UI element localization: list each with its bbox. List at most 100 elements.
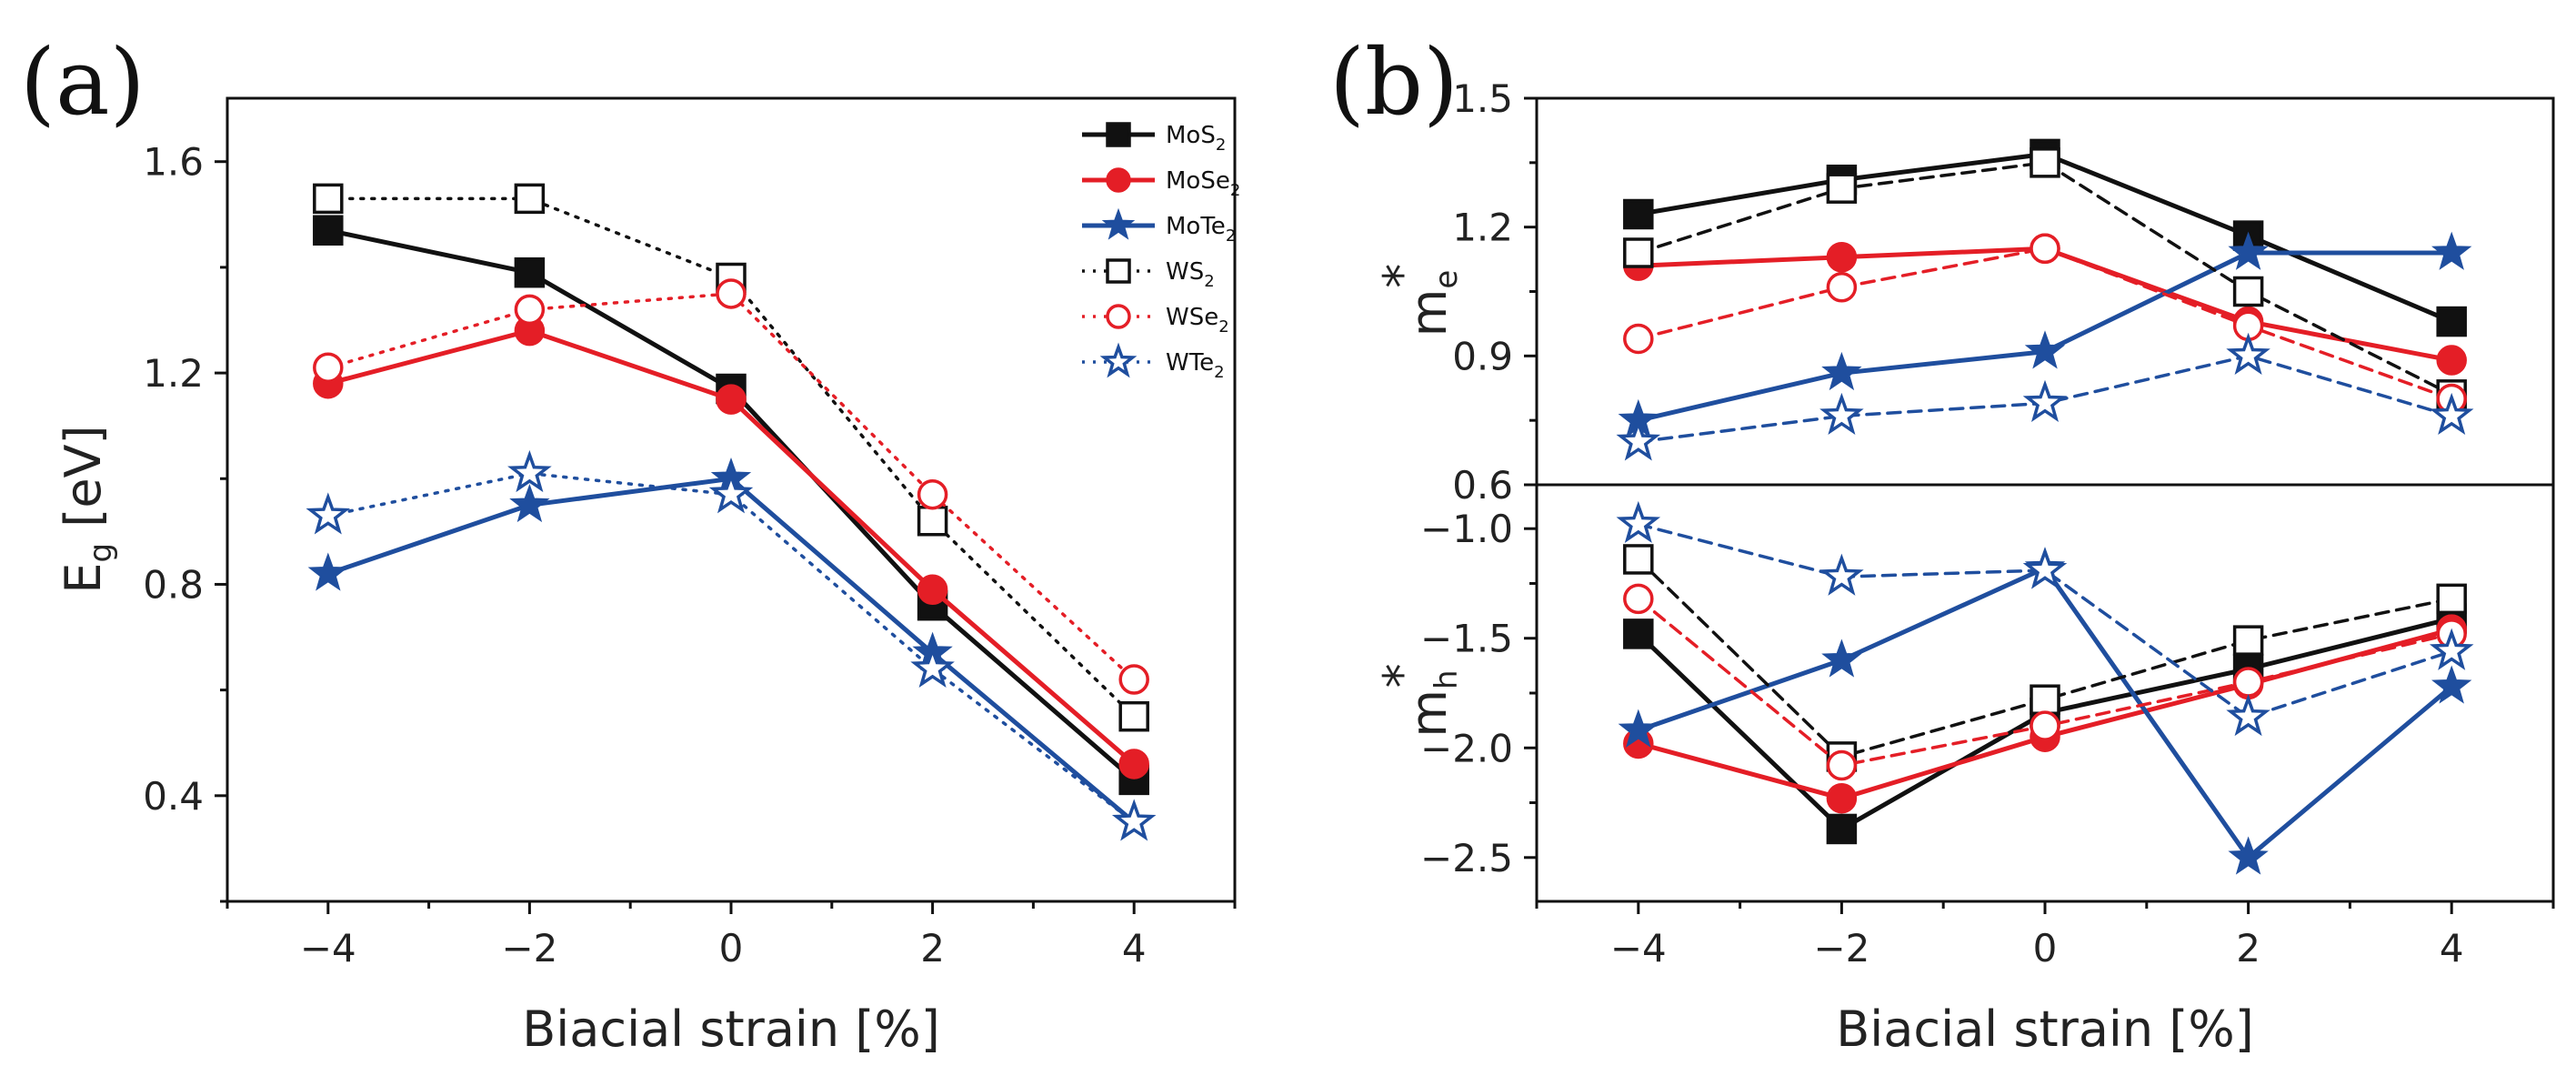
legend-item-mose2: MoSe2 <box>1082 167 1240 200</box>
panel-b-top-point-2-1 <box>1821 351 1862 391</box>
legend-item-wte2: WTe2 <box>1082 342 1225 382</box>
panel-a-y-axis-title: Eg [eV] <box>55 425 119 593</box>
panel-b-x-axis: −4 −2 0 2 4 <box>1535 901 2555 970</box>
panel-b-top-point-4-0 <box>1623 323 1654 355</box>
panel-b-label: (b) <box>1329 29 1458 136</box>
panel-a-line-4 <box>326 292 1136 681</box>
legend-marker <box>1106 122 1131 147</box>
panel-b-x-tick-label: 2 <box>2236 926 2260 970</box>
legend-marker <box>1099 342 1138 378</box>
panel-b-bottom-point-2-3 <box>2228 836 2269 875</box>
panel-a-series-wte2 <box>306 449 1157 841</box>
panel-a-x-tick-label: −2 <box>501 926 557 970</box>
panel-b-top-point-2-4 <box>2431 231 2472 270</box>
panel-b-top-y-tick-label: 0.9 <box>1452 334 1513 378</box>
legend-label: WSe2 <box>1166 304 1229 337</box>
panel-b-top-y-axis-title: me* <box>1373 264 1465 337</box>
panel-b-top-point-2-2 <box>2024 330 2066 369</box>
panel-a-point-5-0 <box>306 492 351 535</box>
panel-b-top-y-tick-label: 1.5 <box>1452 76 1513 121</box>
panel-a-label: (a) <box>20 29 145 136</box>
panel-a-point-5-3 <box>910 645 955 689</box>
panel-b-top-point-3-3 <box>2232 276 2264 307</box>
panel-b-bottom-point-3-3 <box>2232 625 2264 656</box>
panel-b-x-tick-label: −2 <box>1813 926 1869 970</box>
legend-marker <box>1101 207 1136 240</box>
panel-b-bottom-point-4-0 <box>1623 583 1654 615</box>
panel-b-top-point-5-2 <box>2022 379 2068 422</box>
panel-b-bottom-point-2-1 <box>1821 639 1862 678</box>
panel-b-top-point-4-2 <box>2030 233 2060 265</box>
panel-b-bottom-point-2-4 <box>2431 665 2472 704</box>
panel-b-top-y-axis: 0.6 0.9 1.2 1.5 <box>1452 76 1537 508</box>
panel-b-bottom-point-5-1 <box>1819 553 1864 596</box>
panel-a-series-wse2 <box>313 278 1149 695</box>
panel-a-point-4-3 <box>917 478 948 510</box>
panel-b-top-subplot <box>1616 138 2474 461</box>
panel-a-legend: MoS2 MoSe2 MoTe2 WS2 WSe2 WTe2 <box>1082 122 1240 382</box>
panel-b-bottom-point-4-3 <box>2232 667 2264 698</box>
panel-a-point-3-1 <box>514 183 546 215</box>
panel-b-bottom-point-3-0 <box>1623 544 1654 575</box>
panel-b-bottom-y-tick-label: −2.5 <box>1420 836 1513 880</box>
panel-a-point-0-0 <box>313 215 344 246</box>
legend-item-mos2: MoS2 <box>1082 122 1226 155</box>
panel-b-top-series-wse2 <box>1623 233 2467 415</box>
panel-b-bottom-point-5-3 <box>2226 693 2270 737</box>
legend-item-mote2: MoTe2 <box>1082 207 1236 246</box>
panel-a-point-3-4 <box>1118 700 1149 732</box>
legend-item-wse2: WSe2 <box>1082 304 1229 337</box>
panel-b-bottom-line-5 <box>1637 522 2453 719</box>
panel-b-x-axis-title: Biacial strain [%] <box>1836 1001 2254 1058</box>
panel-b-bottom-point-0-0 <box>1623 618 1654 649</box>
panel-a-x-tick-label: 4 <box>1122 926 1147 970</box>
panel-a-y-tick-label: 1.2 <box>143 351 204 396</box>
panel-b-bottom-point-1-1 <box>1826 782 1858 814</box>
panel-a-y-title-main: E <box>55 562 112 593</box>
panel-a-series-ws2 <box>313 183 1149 732</box>
panel-a-point-5-1 <box>507 449 552 493</box>
panel-b-series <box>1616 138 2474 875</box>
panel-a-point-2-0 <box>307 552 348 591</box>
panel-b-top-point-3-1 <box>1826 173 1858 204</box>
panel-a-y-tick-label: 0.4 <box>143 774 204 819</box>
panel-b-bottom-point-2-0 <box>1618 709 1659 748</box>
panel-b-top-point-3-0 <box>1623 237 1654 268</box>
panel-a-point-3-0 <box>313 183 344 215</box>
panel-a-point-2-1 <box>509 483 550 523</box>
panel-a-point-0-1 <box>514 256 546 288</box>
panel-b-top-y-tick-label: 0.6 <box>1452 463 1513 508</box>
panel-b-bottom-subplot <box>1616 500 2474 875</box>
panel-b-bottom-point-5-2 <box>2022 547 2068 589</box>
legend-marker <box>1106 304 1131 329</box>
legend-marker <box>1106 167 1131 193</box>
panel-b-top-y-tick-label: 1.2 <box>1452 206 1513 250</box>
panel-b-top-point-5-0 <box>1616 418 1661 461</box>
panel-b-top-point-5-1 <box>1819 392 1864 436</box>
panel-a-x-tick-label: −4 <box>300 926 356 970</box>
panel-a-y-tick-label: 0.8 <box>143 562 204 607</box>
panel-b-top-point-5-4 <box>2429 392 2474 436</box>
panel-a-y-axis: 0.4 0.8 1.2 1.6 <box>143 140 227 903</box>
panel-b-bottom-y-tick-label: −1.0 <box>1420 507 1513 551</box>
panel-a-point-1-3 <box>917 574 948 606</box>
panel-a-point-5-4 <box>1111 799 1157 841</box>
panel-b-top-point-1-4 <box>2436 345 2467 376</box>
panel-b-top-point-1-1 <box>1826 241 1858 273</box>
legend-label: WTe2 <box>1166 349 1225 382</box>
panel-b-bottom-point-4-1 <box>1826 749 1858 781</box>
panel-b-top-point-0-4 <box>2436 306 2467 337</box>
legend-label: MoTe2 <box>1166 213 1236 246</box>
panel-a-y-title-unit: [eV] <box>55 425 112 542</box>
panel-b-bottom-point-3-4 <box>2436 583 2467 615</box>
panel-b-top-point-4-1 <box>1826 272 1858 303</box>
legend-item-ws2: WS2 <box>1082 258 1215 291</box>
panel-b-bottom-point-4-2 <box>2030 710 2060 741</box>
panel-b-bottom-point-5-4 <box>2429 628 2474 670</box>
panel-b-bottom-series-ws2 <box>1623 544 2467 772</box>
legend-label: MoSe2 <box>1166 167 1240 200</box>
panel-b-bottom-point-3-2 <box>2030 684 2060 715</box>
panel-a-point-4-0 <box>313 352 344 384</box>
panel-b-bottom-y-tick-label: −2.0 <box>1420 726 1513 770</box>
